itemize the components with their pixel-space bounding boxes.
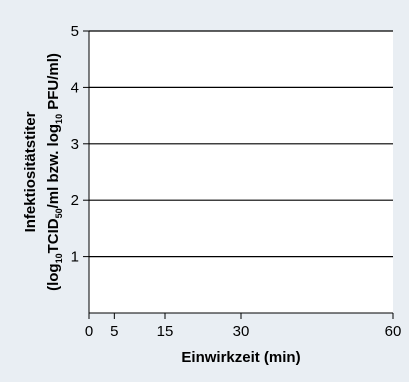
y-axis-label-line1: Infektiositätstiter xyxy=(22,111,39,232)
x-axis-label: Einwirkzeit (min) xyxy=(181,349,300,366)
y-ticks: 1 2 3 4 5 xyxy=(71,23,89,266)
y-axis-label-line2: (log10TCID50/ml bzw. log10 PFU/ml) xyxy=(45,53,64,291)
x-tick-label-15: 15 xyxy=(157,323,174,340)
x-tick-label-0: 0 xyxy=(85,323,93,340)
y-tick-label-5: 5 xyxy=(71,23,79,40)
grid-lines xyxy=(89,30,393,258)
x-tick-label-30: 30 xyxy=(233,323,250,340)
plot-area xyxy=(89,31,393,313)
y-tick-label-2: 2 xyxy=(71,192,79,209)
x-ticks: 0 5 15 30 60 xyxy=(85,313,402,340)
x-tick-label-60: 60 xyxy=(385,323,402,340)
x-tick-label-5: 5 xyxy=(110,323,118,340)
y-tick-label-4: 4 xyxy=(71,79,79,96)
y-tick-label-3: 3 xyxy=(71,136,79,153)
y-tick-label-1: 1 xyxy=(71,249,79,266)
